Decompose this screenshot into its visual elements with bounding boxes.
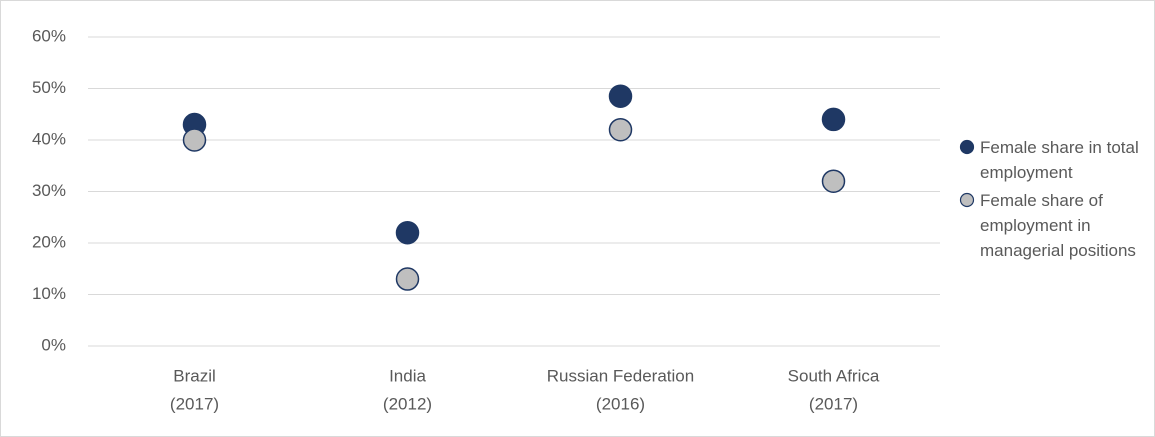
y-tick-label: 0% bbox=[41, 335, 66, 354]
x-tick-label: Brazil bbox=[173, 366, 216, 385]
x-tick-label: (2017) bbox=[170, 394, 219, 413]
x-tick-label: Russian Federation bbox=[547, 366, 694, 385]
x-tick-label: (2017) bbox=[809, 394, 858, 413]
dot bbox=[821, 169, 846, 193]
x-tick-label: South Africa bbox=[788, 366, 880, 385]
dot bbox=[608, 117, 633, 142]
dot bbox=[182, 128, 207, 152]
x-tick-label: (2012) bbox=[383, 394, 432, 413]
legend-marker bbox=[959, 139, 975, 155]
y-tick-label: 10% bbox=[32, 284, 66, 303]
y-tick-label: 20% bbox=[32, 232, 66, 251]
legend-label: Female share of employment in managerial… bbox=[980, 191, 1136, 260]
dot bbox=[395, 267, 420, 291]
dot bbox=[821, 107, 846, 132]
x-tick-label: India bbox=[389, 366, 426, 385]
dot bbox=[395, 220, 420, 245]
x-tick-label: (2016) bbox=[596, 394, 645, 413]
y-tick-label: 40% bbox=[32, 129, 66, 148]
y-tick-label: 60% bbox=[32, 26, 66, 45]
legend-label: Female share in total employment bbox=[980, 138, 1139, 182]
legend-marker bbox=[959, 192, 975, 208]
y-tick-label: 50% bbox=[32, 78, 66, 97]
dot bbox=[608, 84, 633, 108]
y-tick-label: 30% bbox=[32, 181, 66, 200]
